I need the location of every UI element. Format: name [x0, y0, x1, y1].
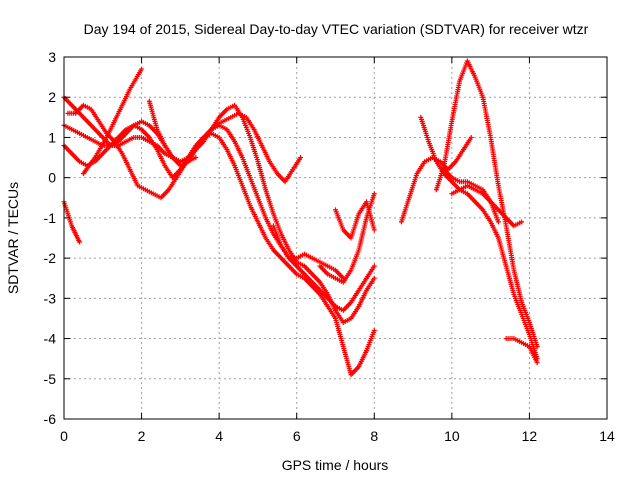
data-point: [371, 328, 377, 334]
series-arc-04: [65, 102, 304, 201]
x-tick-label: 8: [370, 428, 378, 444]
series-arc-01: [61, 94, 377, 325]
y-tick-label: -3: [44, 290, 57, 306]
series-arc-15: [503, 336, 540, 366]
y-tick-label: -2: [44, 250, 57, 266]
data-point: [534, 360, 540, 366]
grid: [64, 57, 607, 419]
y-tick-label: 1: [48, 129, 56, 145]
series-arc-12: [418, 114, 540, 362]
data-point: [371, 263, 377, 269]
data-point: [139, 66, 145, 72]
series-arc-06: [61, 199, 83, 245]
y-tick-label: 2: [48, 89, 56, 105]
plot-frame: [63, 56, 608, 420]
y-tick-label: -1: [44, 210, 57, 226]
plot-points: [61, 58, 540, 378]
y-tick-label: -6: [44, 411, 57, 427]
data-point: [193, 155, 199, 161]
series-arc-05: [80, 66, 145, 177]
series-arc-03: [61, 122, 377, 378]
x-tick-label: 12: [522, 428, 538, 444]
data-point: [534, 344, 540, 350]
chart-title: Day 194 of 2015, Sidereal Day-to-day VTE…: [84, 21, 589, 37]
x-tick-label: 10: [444, 428, 460, 444]
series-arc-07: [146, 98, 199, 165]
data-point: [371, 191, 377, 197]
data-point: [468, 134, 474, 140]
data-point: [371, 275, 377, 281]
series-arc-14: [449, 183, 525, 229]
x-axis-label: GPS time / hours: [282, 457, 389, 473]
series-arc-16: [441, 167, 501, 225]
x-tick-label: 2: [138, 428, 146, 444]
y-axis-label: SDTVAR / TECUs: [5, 182, 21, 294]
y-tick-label: -4: [44, 331, 57, 347]
series-arc-10: [333, 199, 377, 241]
x-ticks: 0 2 4 6 8 10 12 14: [60, 57, 615, 444]
data-point: [495, 219, 501, 225]
data-point: [519, 219, 525, 225]
x-tick-label: 4: [215, 428, 223, 444]
x-tick-label: 6: [293, 428, 301, 444]
x-tick-label: 0: [60, 428, 68, 444]
series-arc-11: [398, 134, 474, 225]
y-tick-label: 3: [48, 49, 56, 65]
y-tick-label: -5: [44, 371, 57, 387]
data-point: [77, 239, 83, 245]
data-point: [298, 155, 304, 161]
y-ticks: -6 -5 -4 -3 -2 -1 0 1 2 3: [44, 49, 607, 427]
x-tick-label: 14: [599, 428, 615, 444]
series-arc-13: [433, 58, 540, 350]
y-tick-label: 0: [48, 170, 56, 186]
data-point: [371, 227, 377, 233]
